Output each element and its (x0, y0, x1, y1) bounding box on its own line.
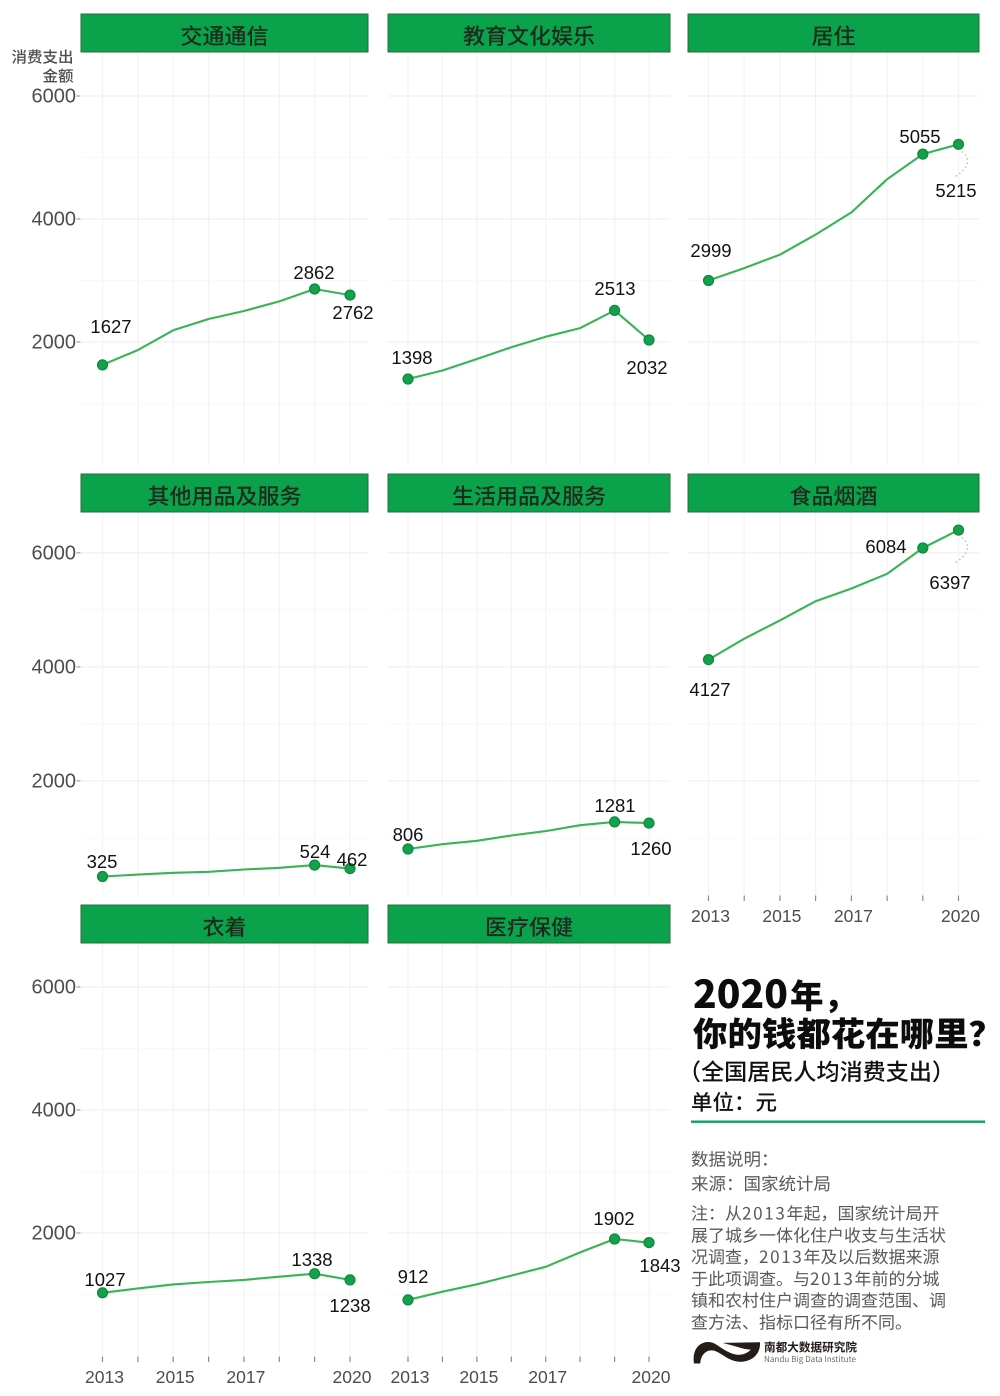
svg-text:2000: 2000 (32, 332, 77, 354)
svg-text:2000: 2000 (32, 1223, 77, 1245)
svg-text:Nandu Big Data Institute: Nandu Big Data Institute (764, 1353, 856, 1365)
svg-text:2015: 2015 (762, 906, 801, 926)
svg-text:1338: 1338 (291, 1249, 332, 1270)
svg-text:医疗保健: 医疗保健 (485, 910, 573, 942)
svg-text:2020: 2020 (333, 1367, 372, 1387)
svg-text:衣着: 衣着 (202, 910, 246, 942)
svg-text:912: 912 (398, 1266, 429, 1287)
svg-text:2017: 2017 (834, 906, 873, 926)
svg-text:4000: 4000 (32, 209, 77, 231)
svg-text:单位：元: 单位：元 (691, 1086, 777, 1117)
svg-text:1398: 1398 (391, 347, 432, 368)
svg-text:6000: 6000 (32, 86, 77, 108)
svg-text:2862: 2862 (293, 262, 334, 283)
svg-text:2762: 2762 (332, 302, 373, 323)
svg-text:462: 462 (337, 849, 368, 870)
svg-text:1027: 1027 (84, 1269, 125, 1290)
svg-text:（全国居民人均消费支出）: （全国居民人均消费支出） (678, 1053, 955, 1087)
svg-text:6084: 6084 (865, 536, 906, 557)
svg-text:6397: 6397 (929, 572, 970, 593)
svg-text:你的钱都花在哪里？: 你的钱都花在哪里？ (693, 1007, 1000, 1056)
svg-text:5055: 5055 (899, 126, 940, 147)
svg-text:6000: 6000 (32, 542, 77, 564)
svg-text:4000: 4000 (32, 1100, 77, 1122)
svg-text:2017: 2017 (226, 1367, 265, 1387)
svg-text:居住: 居住 (811, 19, 855, 51)
svg-text:1260: 1260 (630, 838, 671, 859)
svg-text:况调查，2013年及以后数据来源: 况调查，2013年及以后数据来源 (691, 1243, 940, 1268)
svg-text:2000: 2000 (32, 770, 77, 792)
svg-text:镇和农村住户调查的调查范围、调: 镇和农村住户调查的调查范围、调 (691, 1287, 946, 1312)
svg-text:2013: 2013 (85, 1367, 124, 1387)
svg-text:2020: 2020 (632, 1367, 671, 1387)
svg-text:806: 806 (393, 824, 424, 845)
svg-text:2513: 2513 (594, 278, 635, 299)
svg-text:1627: 1627 (90, 316, 131, 337)
svg-text:数据说明：: 数据说明： (691, 1147, 779, 1172)
svg-text:1238: 1238 (329, 1295, 370, 1316)
svg-text:南都大数据研究院: 南都大数据研究院 (764, 1339, 857, 1356)
svg-text:1281: 1281 (594, 795, 635, 816)
svg-text:1843: 1843 (639, 1255, 680, 1276)
svg-text:2013: 2013 (691, 906, 730, 926)
svg-text:其他用品及服务: 其他用品及服务 (147, 479, 301, 511)
svg-text:5215: 5215 (935, 180, 976, 201)
svg-text:6000: 6000 (32, 977, 77, 999)
svg-text:2999: 2999 (690, 240, 731, 261)
svg-text:来源：国家统计局: 来源：国家统计局 (691, 1171, 831, 1196)
svg-text:2015: 2015 (459, 1367, 498, 1387)
svg-text:交通通信: 交通通信 (180, 19, 268, 51)
svg-text:生活用品及服务: 生活用品及服务 (452, 479, 606, 511)
svg-text:教育文化娱乐: 教育文化娱乐 (463, 19, 595, 51)
svg-text:金额: 金额 (42, 65, 74, 87)
svg-text:325: 325 (87, 851, 118, 872)
svg-text:食品烟酒: 食品烟酒 (789, 479, 877, 511)
svg-text:2015: 2015 (156, 1367, 195, 1387)
svg-text:于此项调查。与2013年前的分城: 于此项调查。与2013年前的分城 (691, 1265, 940, 1290)
svg-text:2020: 2020 (941, 906, 980, 926)
svg-text:注：从2013年起，国家统计局开: 注：从2013年起，国家统计局开 (691, 1200, 940, 1225)
svg-text:2017: 2017 (528, 1367, 567, 1387)
svg-text:查方法、指标口径有所不同。: 查方法、指标口径有所不同。 (691, 1309, 912, 1334)
svg-text:2032: 2032 (626, 357, 667, 378)
svg-text:524: 524 (300, 841, 331, 862)
svg-text:4000: 4000 (32, 656, 77, 678)
svg-text:4127: 4127 (689, 679, 730, 700)
svg-text:2020年，: 2020年， (693, 964, 857, 1020)
svg-text:2013: 2013 (391, 1367, 430, 1387)
svg-text:消费支出: 消费支出 (11, 46, 73, 68)
svg-text:1902: 1902 (593, 1208, 634, 1229)
svg-text:展了城乡一体化住户收支与生活状: 展了城乡一体化住户收支与生活状 (691, 1221, 946, 1246)
